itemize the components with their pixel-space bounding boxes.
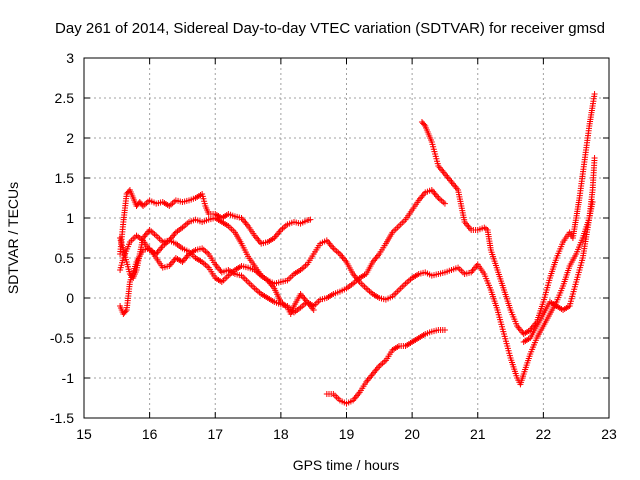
data-point xyxy=(122,308,129,315)
x-tick-label: 16 xyxy=(142,426,158,442)
series-trace-5 xyxy=(323,327,448,407)
data-point xyxy=(307,216,314,223)
data-point xyxy=(310,307,317,313)
y-tick-label: -0.5 xyxy=(50,330,74,346)
x-tick-label: 15 xyxy=(76,426,92,442)
axis-ticks: 15 16 17 18 19 20 21 22 23 -1.5 -1 -0.5 0 0.5 1 1.5 2 2.5… xyxy=(50,50,617,442)
y-axis-label: SDTVAR / TECUs xyxy=(5,182,21,294)
series-trace-6 xyxy=(418,91,598,337)
series-trace-7 xyxy=(520,155,598,345)
y-tick-label: 2 xyxy=(66,130,74,146)
y-tick-label: 2.5 xyxy=(55,90,75,106)
data-point xyxy=(421,121,428,128)
data-point xyxy=(441,327,448,333)
x-tick-label: 18 xyxy=(273,426,289,442)
data-marks xyxy=(117,91,598,407)
y-tick-label: 1.5 xyxy=(55,170,75,186)
x-tick-label: 22 xyxy=(536,426,552,442)
series-trace-3 xyxy=(117,199,596,388)
grid xyxy=(84,58,609,418)
data-point xyxy=(441,200,448,207)
x-tick-label: 20 xyxy=(404,426,420,442)
x-tick-label: 19 xyxy=(339,426,355,442)
x-tick-label: 17 xyxy=(207,426,223,442)
chart-title: Day 261 of 2014, Sidereal Day-to-day VTE… xyxy=(55,20,605,37)
y-tick-label: -1 xyxy=(62,370,75,386)
data-point xyxy=(591,91,598,97)
series-trace-1 xyxy=(117,187,314,257)
y-tick-label: 0 xyxy=(66,290,74,306)
y-tick-label: -1.5 xyxy=(50,410,74,426)
y-tick-label: 1 xyxy=(66,210,74,226)
x-tick-label: 21 xyxy=(470,426,486,442)
data-point xyxy=(591,155,598,161)
series-trace-4 xyxy=(117,245,317,317)
y-tick-label: 3 xyxy=(66,50,74,66)
series-trace-2 xyxy=(117,187,448,317)
y-tick-label: 0.5 xyxy=(55,250,75,266)
x-axis-label: GPS time / hours xyxy=(293,457,400,473)
x-tick-label: 23 xyxy=(601,426,617,442)
